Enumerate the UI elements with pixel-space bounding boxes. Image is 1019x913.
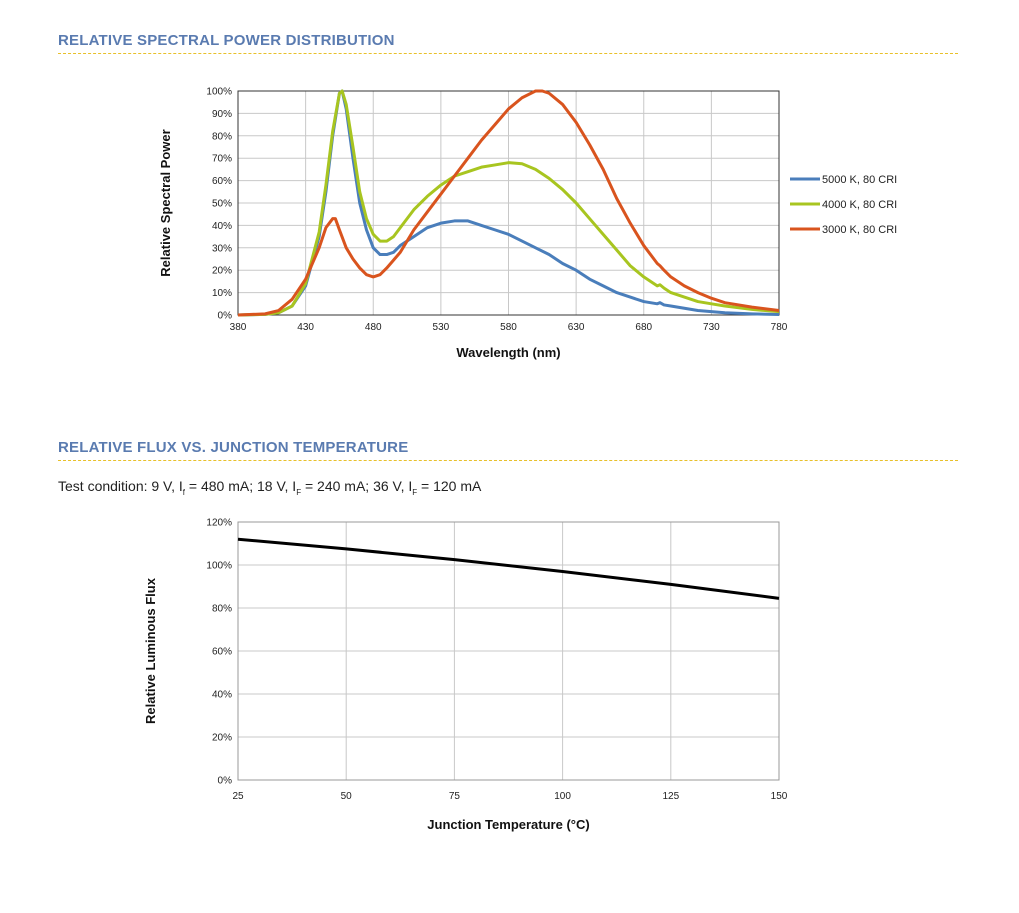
y-tick-label: 40% [212,690,232,701]
y-tick-label: 80% [212,604,232,615]
x-tick-label: 75 [449,791,461,802]
series-line [237,537,780,600]
x-tick-label: 50 [341,791,353,802]
y-tick-label: 40% [212,221,232,232]
section-title-spd: RELATIVE SPECTRAL POWER DISTRIBUTION [58,32,395,49]
x-tick-label: 100 [554,791,571,802]
y-tick-label: 70% [212,154,232,165]
cond-text: = 120 mA [417,478,482,494]
section-divider [58,460,958,461]
x-tick-label: 25 [232,791,244,802]
y-tick-label: 10% [212,288,232,299]
x-tick-label: 680 [635,322,652,333]
series-line [237,89,780,317]
series-line [237,89,780,317]
x-tick-label: 380 [230,322,247,333]
cond-text: Test condition: 9 V, I [58,478,183,494]
section-title-flux: RELATIVE FLUX VS. JUNCTION TEMPERATURE [58,439,409,456]
y-axis-label: Relative Spectral Power [158,129,173,276]
y-tick-label: 0% [218,776,233,787]
x-tick-label: 150 [771,791,788,802]
x-axis-label: Wavelength (nm) [456,345,560,360]
legend-label: 3000 K, 80 CRI [822,224,897,236]
legend-label: 4000 K, 80 CRI [822,199,897,211]
x-tick-label: 580 [500,322,517,333]
cond-sub: f [182,487,186,497]
x-tick-label: 480 [365,322,382,333]
test-condition: Test condition: 9 V, If = 480 mA; 18 V, … [58,478,481,497]
legend-label: 5000 K, 80 CRI [822,174,897,186]
y-tick-label: 20% [212,266,232,277]
y-tick-label: 90% [212,109,232,120]
y-tick-label: 60% [212,647,232,658]
plot-frame [237,90,780,316]
cond-text: = 480 mA; 18 V, I [185,478,297,494]
y-axis-label: Relative Luminous Flux [143,577,158,724]
x-axis-label: Junction Temperature (°C) [427,817,589,832]
y-tick-label: 30% [212,243,232,254]
y-tick-label: 120% [206,518,232,529]
cond-sub: F [412,487,418,497]
x-tick-label: 530 [433,322,450,333]
x-tick-label: 430 [297,322,314,333]
y-tick-label: 100% [206,87,232,98]
cond-sub: F [296,487,302,497]
y-tick-label: 60% [212,176,232,187]
x-tick-label: 630 [568,322,585,333]
plot-frame [237,521,780,781]
y-tick-label: 100% [206,561,232,572]
cond-text: = 240 mA; 36 V, I [301,478,413,494]
x-tick-label: 780 [771,322,788,333]
section-divider [58,53,958,54]
y-tick-label: 80% [212,131,232,142]
y-tick-label: 0% [218,311,233,322]
y-tick-label: 50% [212,199,232,210]
y-tick-label: 20% [212,733,232,744]
x-tick-label: 125 [662,791,679,802]
x-tick-label: 730 [703,322,720,333]
